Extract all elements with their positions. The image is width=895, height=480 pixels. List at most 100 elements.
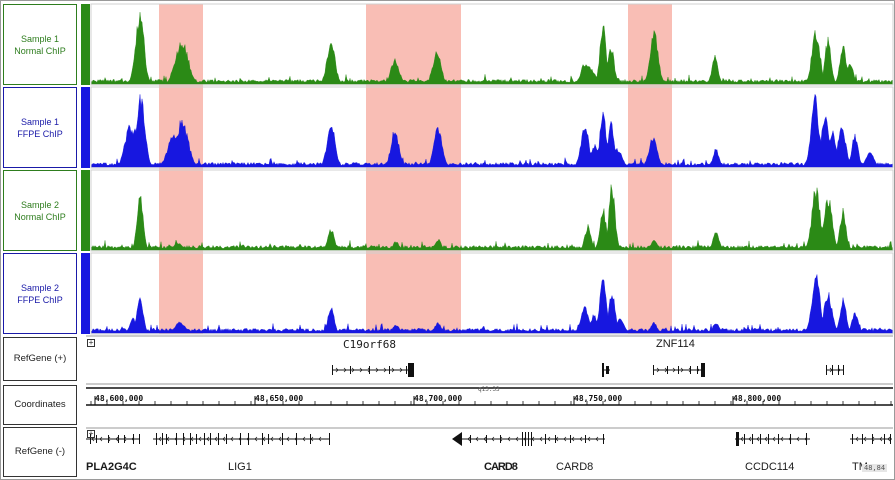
signal-track-normal2 [90,184,894,251]
gene-exon [603,434,604,444]
track-label-sample1-normal[interactable]: Sample 1 Normal ChIP [3,4,77,85]
gene-exon [296,433,297,445]
gene-exon [486,435,487,443]
gene-strand-arrow [587,436,591,442]
coordinate-ruler [86,335,893,429]
gene-label-c19orf68[interactable]: C19orf68 [343,338,396,351]
gene-strand-arrow [515,436,519,442]
gene-label-znf114[interactable]: ZNF114 [656,338,695,350]
gene-exon [190,433,191,445]
gene-lig1 [153,433,330,445]
gene-strand-arrow [198,436,202,442]
track-label-coordinates[interactable]: Coordinates [3,385,77,425]
gene-card8 [462,432,605,446]
gene-exon [790,434,791,444]
gene-strand-arrow [571,436,575,442]
gene-exon [760,434,761,444]
gene-strand-arrow [230,436,234,442]
gene-strand-arrow [391,367,395,373]
gene-exon [838,365,839,375]
coordinate-tick-label: 48,750,000 [574,394,623,403]
gene-c19orf68 [332,363,414,377]
gene-exon [832,365,833,375]
gene-tm [850,434,892,444]
gene-strand-arrow [483,436,487,442]
gene-exon [570,435,571,443]
gene-exon [525,432,526,446]
gene-exon [108,435,109,443]
gene-exon [890,434,891,444]
track-border [90,169,894,252]
gene-exon [139,434,140,444]
gene-label-lig1[interactable]: LIG1 [228,461,252,473]
gene-strand-arrow [672,367,676,373]
track-label-sample1-ffpe[interactable]: Sample 1 FFPE ChIP [3,87,77,168]
track-label-refgene-plus[interactable]: RefGene (+) [3,337,77,381]
gene-strand-arrow [206,436,210,442]
gene-exon [531,432,532,446]
gene-exon [282,433,283,445]
highlight-region [366,4,461,334]
gene-label-pla2g4c[interactable]: PLA2G4C [86,461,137,473]
gene-exon [240,433,241,445]
gene-exon [226,434,227,444]
gene-small-plus-2 [826,365,844,375]
gene-strand-arrow [375,367,379,373]
gene-strand-arrow [491,436,495,442]
gene-strand-arrow [475,436,479,442]
gene-exon [528,432,529,446]
gene-exon [690,366,691,374]
gene-exon [124,435,125,443]
gene-exon [156,433,157,445]
gene-exon [806,433,807,445]
gene-exon [585,435,586,443]
track-label-line2: FFPE ChIP [17,128,63,139]
track-label-line1: Sample 1 [20,116,60,127]
gene-exon [218,433,219,445]
gene-exon [310,434,311,444]
gene-strand-arrow [740,436,744,442]
gene-exon [268,434,269,444]
coordinate-tick-label: 48,650,000 [255,394,304,403]
gene-strand-arrow [507,436,511,442]
coordinate-tick-label: 48,600,000 [95,394,144,403]
gene-exon [667,366,668,374]
gene-strand-arrow [254,436,258,442]
gene-exon [369,366,370,374]
gene-strand-arrow [351,367,355,373]
gene-strand-arrow [222,436,226,442]
track-label-line2: FFPE ChIP [17,294,63,305]
gene-strand-arrow [780,436,784,442]
gene-strand-arrow [359,367,363,373]
track-label-line1: Sample 2 [20,282,60,293]
gene-exon [653,365,654,375]
track-label-line2: Normal ChIP [14,45,66,56]
gene-exon [90,434,91,444]
gene-label-card8-overlap[interactable]: CARD8 [484,461,518,473]
gene-exon [350,366,351,374]
gene-label-ccdc114[interactable]: CCDC114 [745,461,795,473]
gene-exon [555,435,556,443]
track-label-sample2-normal[interactable]: Sample 2 Normal ChIP [3,170,77,251]
track-border [90,86,894,169]
gene-strand-arrow [563,436,567,442]
gene-strand-arrow [335,367,339,373]
gene-label-card8[interactable]: CARD8 [556,461,594,473]
gene-exon [744,434,745,444]
gene-exon [500,435,501,443]
track-label-refgene-minus[interactable]: RefGene (-) [3,427,77,477]
track-label-sample2-ffpe[interactable]: Sample 2 FFPE ChIP [3,253,77,334]
expand-icon[interactable]: + [87,338,95,347]
gene-exon [406,366,407,374]
track-border [90,252,894,335]
gene-ccdc114 [735,432,810,446]
signal-track-normal1 [90,12,894,85]
track-label-text: RefGene (-) [14,446,66,457]
gene-exon [768,434,769,444]
gene-strand-arrow [756,436,760,442]
gene-exon [602,363,604,377]
gene-strand-arrow [764,436,768,442]
gene-pla2g4c [86,434,140,444]
expand-icon[interactable]: + [87,429,95,438]
